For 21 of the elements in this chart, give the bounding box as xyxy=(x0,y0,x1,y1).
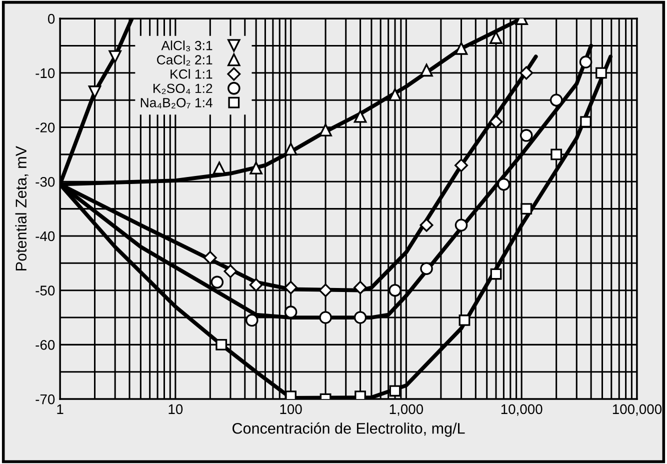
x-tick-label: 100 xyxy=(280,404,302,414)
x-tick-label: 1,000 xyxy=(390,404,424,416)
y-tick-label: 0 xyxy=(48,14,55,24)
y-tick-label: -30 xyxy=(36,176,55,187)
y-tick-label: -10 xyxy=(36,68,55,78)
legend-label: Na₄B₂O₇ 1:4 xyxy=(140,98,212,108)
y-tick-label: -70 xyxy=(36,394,55,404)
legend-label: AlCl₃ 3:1 xyxy=(161,40,212,52)
x-tick-label: 1 xyxy=(57,404,64,414)
x-tick-label: 10 xyxy=(168,404,183,414)
legend-label: K₂SO₄ 1:2 xyxy=(154,84,212,94)
x-axis-title: Concentración de Electrolito, mg/L xyxy=(232,422,465,437)
y-axis-title: Potential Zeta, mV xyxy=(15,146,28,270)
y-tick-label: -40 xyxy=(36,231,55,242)
x-tick-label: 10,000 xyxy=(501,404,542,416)
x-tick-label: 100,000 xyxy=(612,404,662,416)
y-tick-label: -50 xyxy=(36,286,55,296)
y-tick-label: -20 xyxy=(36,122,55,132)
legend-label: CaCl₂ 2:1 xyxy=(157,54,212,66)
y-tick-label: -60 xyxy=(36,340,55,350)
legend-label: KCl 1:1 xyxy=(170,69,212,79)
